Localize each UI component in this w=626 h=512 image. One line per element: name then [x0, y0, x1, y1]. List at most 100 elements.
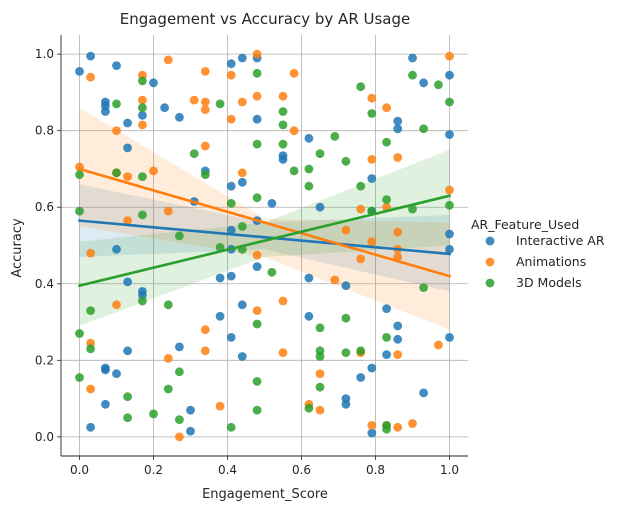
- data-point: [86, 51, 95, 61]
- data-point: [315, 382, 325, 392]
- legend-entry: Interactive AR: [516, 233, 605, 248]
- data-point: [289, 68, 299, 78]
- legend-marker: [485, 236, 495, 246]
- data-point: [215, 401, 225, 411]
- data-point: [393, 321, 403, 331]
- data-point: [341, 399, 351, 409]
- data-point: [252, 262, 262, 271]
- data-point: [123, 172, 132, 182]
- data-point: [382, 350, 391, 359]
- data-point: [252, 139, 262, 149]
- data-point: [393, 350, 403, 359]
- data-point: [445, 244, 454, 254]
- data-point: [237, 53, 247, 63]
- data-point: [393, 334, 403, 344]
- data-point: [341, 281, 351, 291]
- data-point: [175, 367, 184, 377]
- y-tick-label: 0.2: [35, 353, 54, 367]
- data-point: [278, 107, 288, 116]
- x-tick-label: 1.0: [440, 463, 459, 477]
- data-point: [382, 195, 391, 205]
- data-point: [226, 181, 236, 191]
- data-point: [175, 432, 184, 442]
- y-tick-label: 0.8: [35, 124, 54, 138]
- data-point: [75, 373, 84, 382]
- confidence-band: [79, 107, 450, 330]
- data-point: [163, 384, 173, 394]
- data-point: [160, 103, 170, 113]
- data-point: [367, 428, 377, 438]
- data-point: [367, 363, 377, 373]
- regression-lines: [77, 167, 452, 288]
- regression-line: [77, 194, 452, 288]
- data-point: [123, 392, 132, 402]
- data-point: [367, 93, 377, 103]
- data-point: [237, 177, 247, 187]
- data-point: [356, 204, 366, 214]
- data-point: [200, 141, 210, 151]
- data-point: [200, 325, 210, 335]
- data-point: [304, 403, 314, 413]
- data-point: [408, 204, 417, 214]
- data-point: [330, 275, 340, 285]
- x-tick-label: 0.2: [144, 463, 163, 477]
- data-point: [226, 114, 236, 124]
- data-point: [237, 222, 247, 231]
- data-point: [445, 130, 454, 139]
- data-point: [226, 70, 236, 80]
- data-point: [315, 323, 325, 333]
- data-point: [252, 405, 262, 415]
- regression-line: [78, 219, 451, 256]
- data-point: [278, 120, 288, 130]
- data-point: [123, 216, 132, 226]
- data-point: [367, 109, 377, 118]
- data-point: [112, 61, 121, 70]
- data-point: [123, 413, 132, 423]
- data-point: [163, 300, 173, 310]
- data-point: [252, 91, 262, 101]
- data-point: [163, 206, 173, 216]
- data-point: [356, 254, 366, 264]
- data-point: [138, 111, 147, 120]
- x-tick-label: 0.0: [70, 463, 89, 477]
- data-point: [278, 155, 288, 164]
- data-point: [175, 342, 184, 352]
- data-point: [434, 340, 443, 350]
- data-point: [367, 421, 377, 430]
- data-point: [445, 97, 454, 107]
- data-point: [75, 329, 84, 338]
- data-point: [237, 300, 247, 310]
- data-point: [356, 181, 366, 191]
- data-point: [138, 76, 147, 86]
- data-point: [226, 199, 236, 208]
- data-point: [112, 369, 121, 379]
- data-point: [149, 78, 158, 88]
- data-point: [226, 271, 236, 281]
- data-point: [200, 97, 210, 107]
- data-point: [315, 369, 325, 379]
- data-point: [226, 333, 236, 342]
- chart-title: Engagement vs Accuracy by AR Usage: [120, 10, 411, 28]
- data-point: [393, 227, 403, 237]
- data-point: [393, 153, 403, 162]
- data-point: [315, 149, 325, 159]
- data-point: [112, 168, 121, 178]
- data-point: [382, 333, 391, 342]
- data-point: [252, 306, 262, 315]
- data-point: [382, 103, 391, 113]
- regression-line: [77, 167, 452, 278]
- data-point: [138, 103, 147, 113]
- data-point: [163, 55, 173, 65]
- data-point: [408, 70, 417, 80]
- data-point: [278, 91, 288, 101]
- legend-title: AR_Feature_Used: [471, 217, 579, 232]
- data-point: [330, 132, 340, 141]
- data-point: [252, 250, 262, 260]
- data-point: [189, 95, 199, 105]
- data-point: [226, 225, 236, 235]
- data-point: [315, 405, 325, 415]
- data-point: [341, 225, 351, 235]
- data-point: [86, 306, 95, 315]
- data-point: [149, 409, 158, 419]
